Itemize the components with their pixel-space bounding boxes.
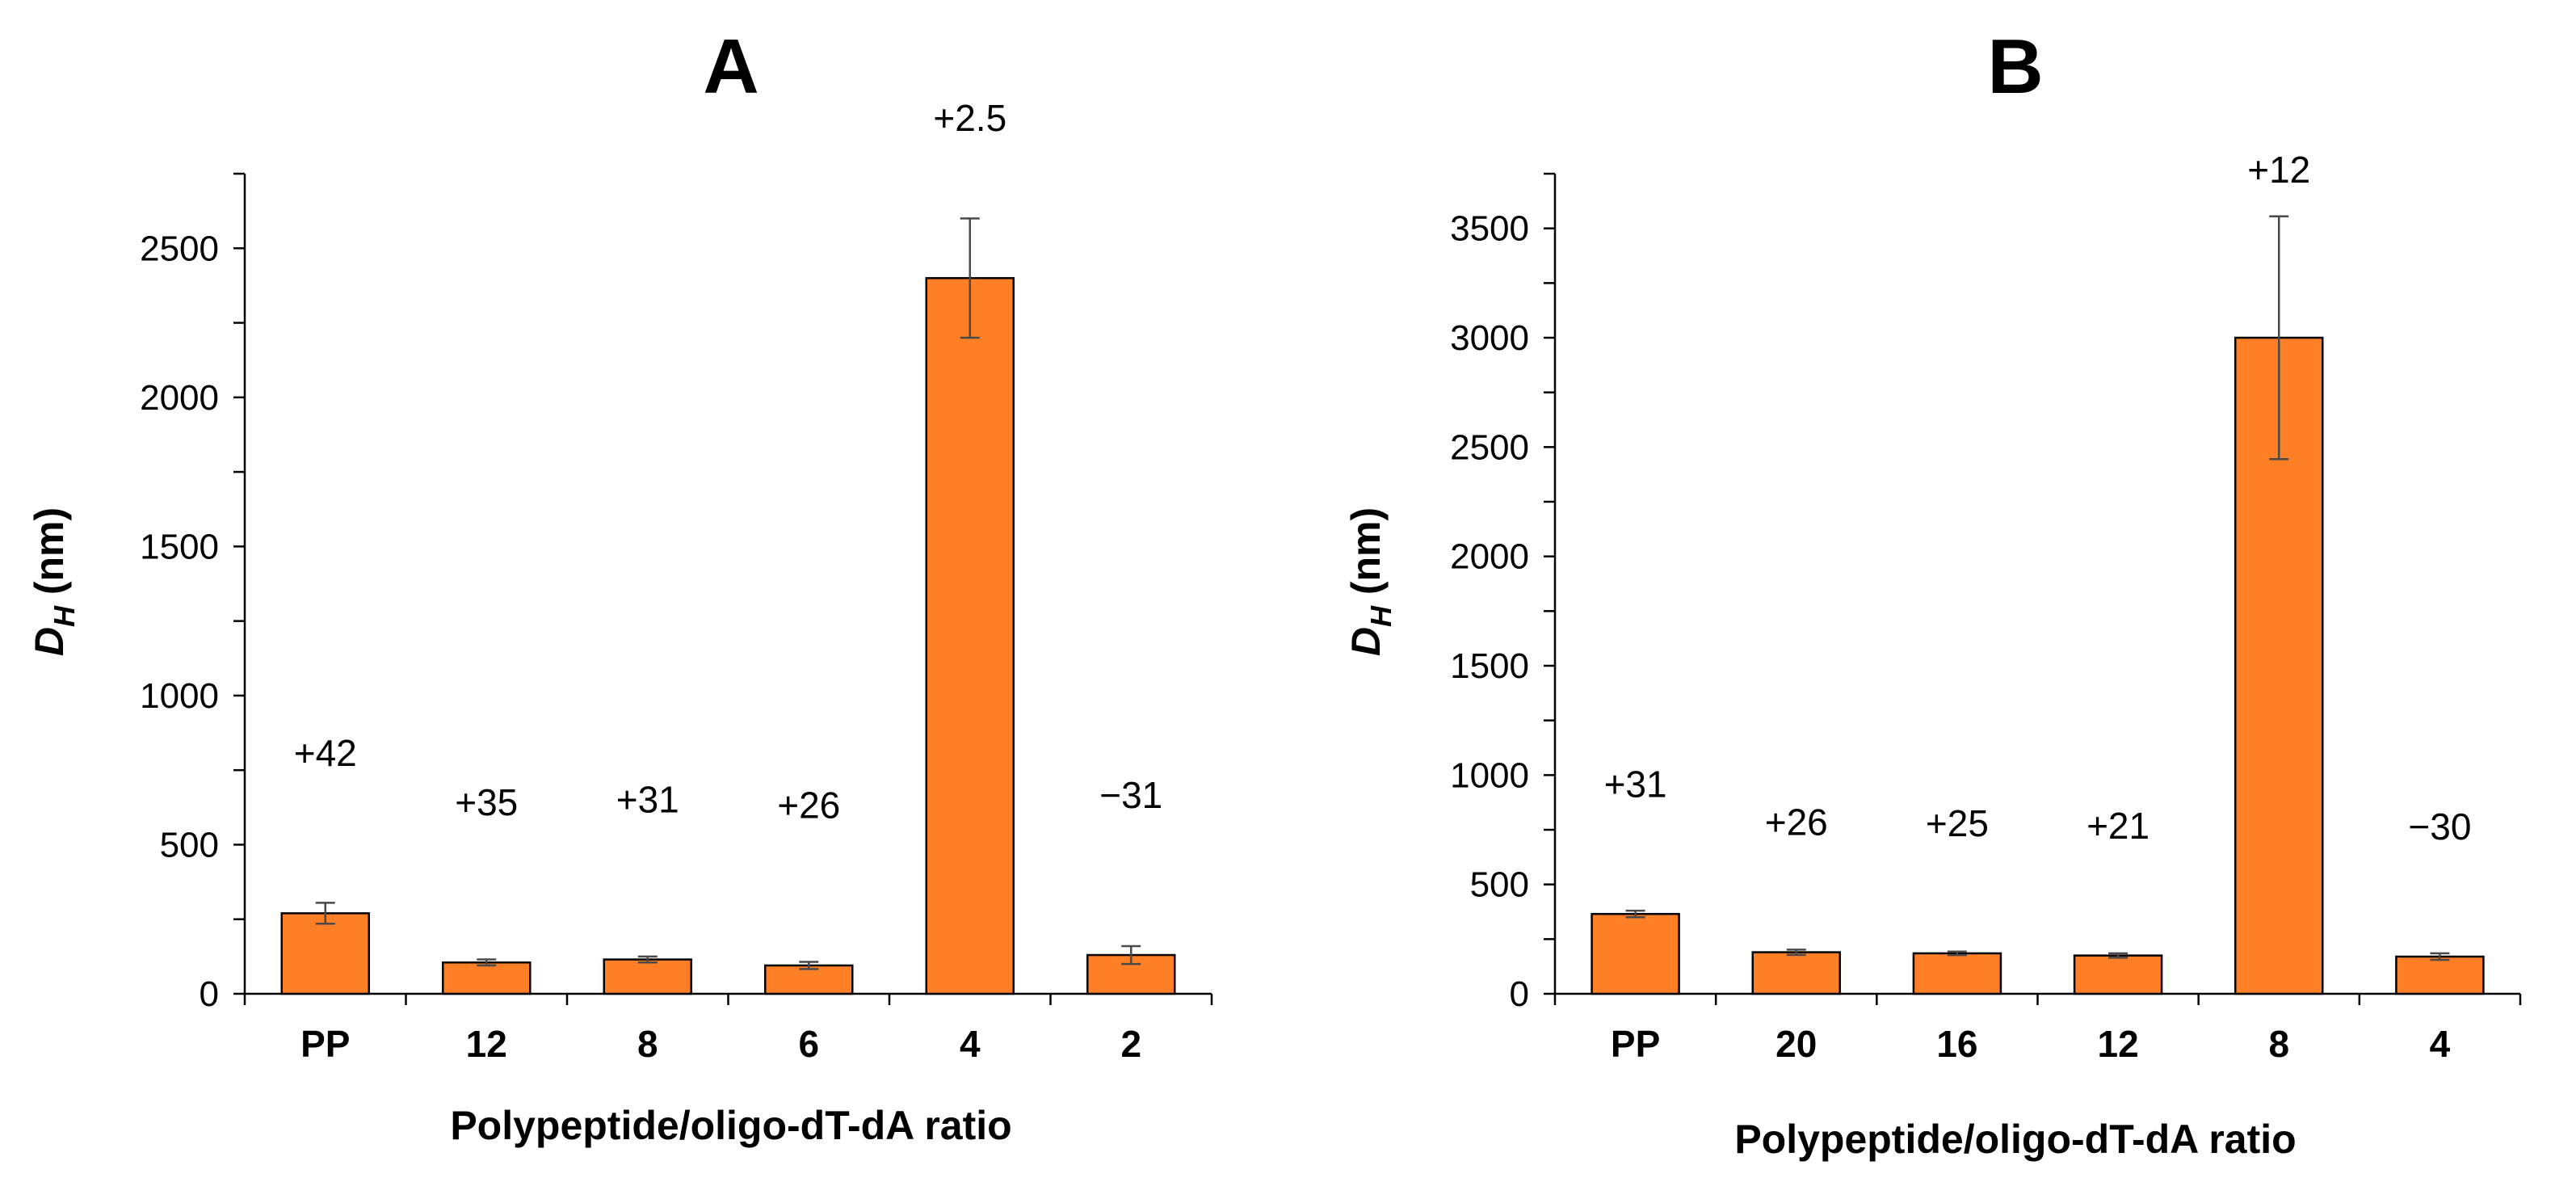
panel-b-y-tick-label: 0	[1510, 974, 1529, 1014]
panel-a-y-title-sub: H	[48, 605, 81, 627]
panel-a-y-tick-label: 1500	[140, 527, 219, 566]
panel-b-category-label: 16	[1936, 1023, 1977, 1065]
panel-b-y-title-main: D	[1343, 627, 1389, 656]
panel-a-chart: A Polypeptide/oligo-dT-dA ratio DH (nm) …	[27, 23, 1213, 1148]
panel-b-y-tick-label: 3500	[1450, 209, 1529, 249]
panel-b-y-axis-title: DH (nm)	[1343, 507, 1397, 656]
panel-b-title: B	[1987, 23, 2043, 110]
panel-b-y-tick-label: 1000	[1450, 755, 1529, 795]
panel-b-y-tick-label: 2500	[1450, 427, 1529, 467]
panel-a-data-label: +35	[455, 781, 518, 823]
panel-b-category-label: 20	[1775, 1023, 1817, 1065]
panel-a-y-tick-label: 0	[200, 974, 219, 1014]
panel-a-y-title-unit: (nm)	[27, 507, 72, 606]
panel-b-category-label: PP	[1611, 1023, 1660, 1065]
panel-b-data-label: −30	[2408, 806, 2471, 848]
panel-a-bar-6	[764, 964, 854, 995]
panel-a-data-label: +42	[294, 732, 357, 774]
panel-b-category-label: 4	[2430, 1023, 2451, 1065]
panel-b-y-title-sub: H	[1364, 605, 1397, 627]
panel-a-data-label: +2.5	[933, 97, 1006, 139]
panel-a-bar-4	[925, 276, 1015, 995]
panel-b-y-title-unit: (nm)	[1343, 507, 1389, 606]
panel-b-x-axis-title: Polypeptide/oligo-dT-dA ratio	[1734, 1117, 2296, 1162]
panel-a-category-label: 12	[466, 1023, 507, 1065]
panel-a-y-tick-label: 500	[160, 825, 219, 865]
panel-b-y-tick-label: 500	[1470, 865, 1529, 905]
panel-a-y-tick-label: 2000	[140, 378, 219, 418]
panel-a-category-label: 6	[798, 1023, 819, 1065]
panel-a-title: A	[703, 23, 759, 110]
panel-a-y-tick-label: 1000	[140, 676, 219, 716]
panel-b-data-label: +26	[1765, 801, 1828, 844]
panel-a-bar-12	[442, 961, 532, 995]
panel-b-data-label: +25	[1926, 802, 1989, 844]
panel-b-category-label: 8	[2268, 1023, 2289, 1065]
panel-b-data-label: +31	[1604, 763, 1667, 805]
panel-a-data-label: +31	[616, 778, 679, 820]
panel-b-category-label: 12	[2097, 1023, 2138, 1065]
panel-b-y-tick-label: 2000	[1450, 537, 1529, 577]
panel-a-category-label: 8	[637, 1023, 658, 1065]
panel-a-category-label: 2	[1120, 1023, 1141, 1065]
panel-b-bar-12	[2073, 954, 2163, 995]
panel-b-bar-PP	[1591, 912, 1680, 995]
panel-a-category-label: 4	[960, 1023, 981, 1065]
panel-a-category-label: PP	[300, 1023, 350, 1065]
panel-a-x-axis-title: Polypeptide/oligo-dT-dA ratio	[450, 1103, 1011, 1148]
panel-a-data-label: −31	[1099, 774, 1162, 816]
panel-a-bar-PP	[280, 912, 370, 995]
panel-a-y-axis-title: DH (nm)	[27, 507, 81, 656]
panel-b-chart: B Polypeptide/oligo-dT-dA ratio DH (nm) …	[1343, 23, 2522, 1162]
panel-a-bar-2	[1086, 953, 1176, 995]
panel-b-data-label: +21	[2086, 805, 2149, 847]
panel-a-data-label: +26	[777, 785, 840, 827]
panel-b-y-tick-label: 1500	[1450, 646, 1529, 686]
panel-b-y-tick-label: 3000	[1450, 318, 1529, 358]
panel-a-bar-8	[603, 958, 692, 995]
panel-b-bar-20	[1751, 951, 1841, 995]
panel-b-bar-16	[1912, 952, 2002, 995]
panel-b-bar-4	[2395, 955, 2485, 995]
panel-a-y-tick-label: 2500	[140, 229, 219, 268]
panel-a-y-title-main: D	[27, 627, 72, 656]
panel-b-data-label: +12	[2247, 149, 2310, 191]
